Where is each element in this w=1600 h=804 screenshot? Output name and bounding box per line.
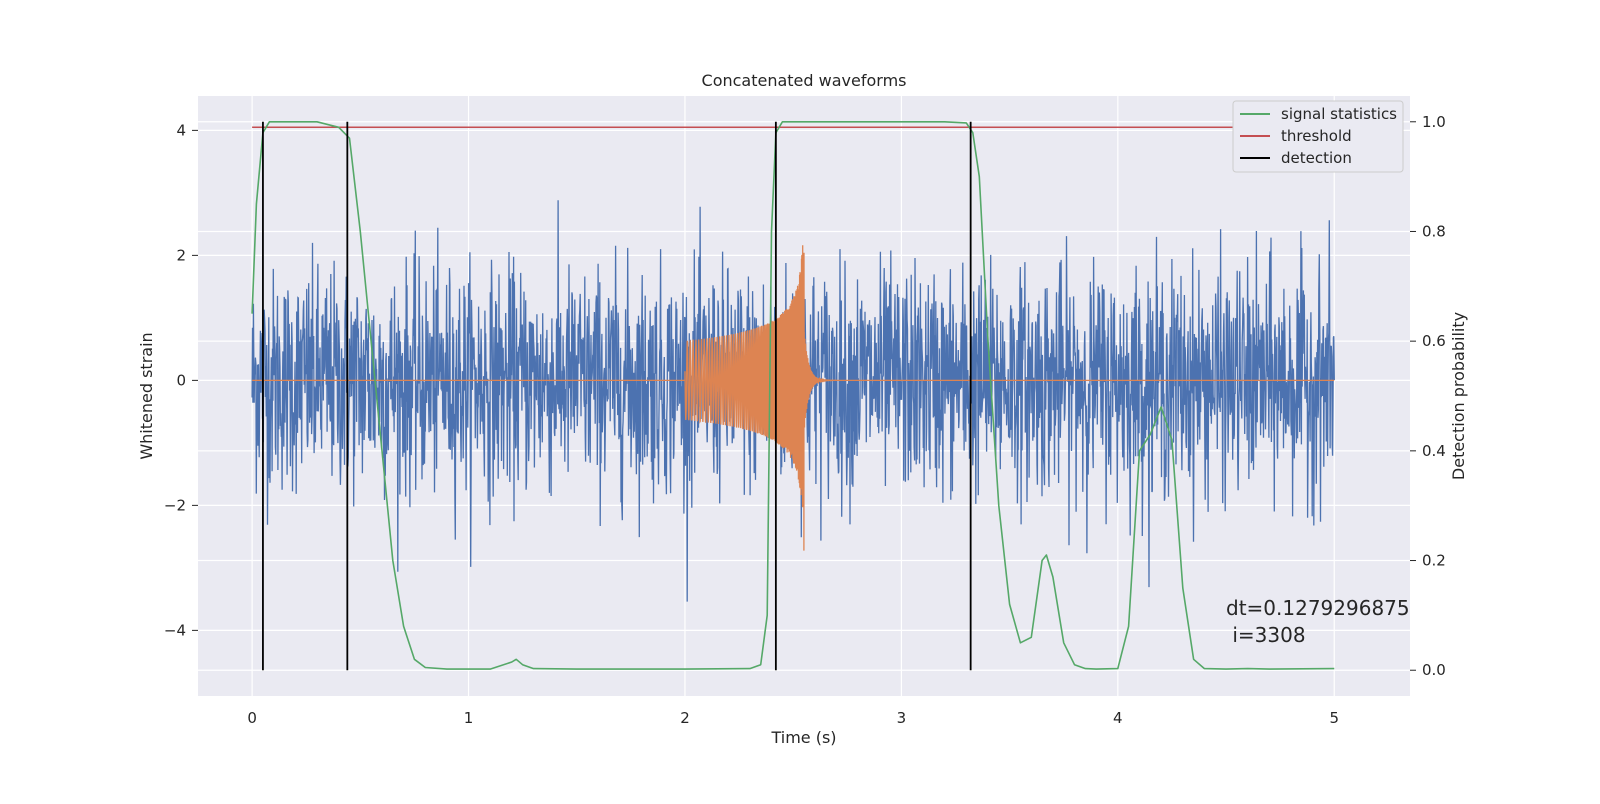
y-tick-label: −2	[164, 496, 186, 514]
legend-label-detection: detection	[1281, 149, 1352, 167]
template-line	[252, 245, 1335, 551]
y2-tick-label: 1.0	[1422, 113, 1446, 131]
annotation-dt: dt=0.1279296875	[1226, 596, 1410, 620]
y2-tick-label: 0.2	[1422, 552, 1446, 570]
x-tick-label: 4	[1113, 709, 1123, 727]
legend: signal statistics threshold detection	[1232, 100, 1404, 173]
y2-tick-label: 0.8	[1422, 222, 1446, 240]
y2-tick-label: 0.0	[1422, 661, 1446, 679]
y-tick-label: −4	[164, 621, 186, 639]
y2-tick-label: 0.6	[1422, 332, 1446, 350]
x-tick-label: 5	[1329, 709, 1339, 727]
chart-title: Concatenated waveforms	[702, 71, 907, 90]
x-tick-label: 3	[897, 709, 907, 727]
signal-statistics-line	[251, 121, 1335, 670]
y-axis-label: Whitened strain	[137, 332, 156, 459]
x-tick-label: 2	[680, 709, 690, 727]
ticks: 0 1 2 3 4 5 −4 −2 0 2 4 0.0 0.2 0.4 0.6 0.8 1.0	[164, 113, 1446, 727]
y2-tick-label: 0.4	[1422, 442, 1446, 460]
x-tick-label: 0	[247, 709, 257, 727]
annotation-i: i=3308	[1226, 623, 1306, 647]
data-layer	[251, 121, 1335, 671]
y-tick-label: 0	[176, 371, 186, 389]
legend-box	[1232, 100, 1404, 173]
y2-axis-label: Detection probability	[1449, 312, 1468, 480]
legend-label-threshold: threshold	[1281, 127, 1352, 145]
x-axis-label: Time (s)	[770, 728, 836, 747]
y-tick-label: 2	[176, 246, 186, 264]
y-tick-label: 4	[176, 121, 186, 139]
legend-label-signal-statistics: signal statistics	[1281, 105, 1397, 123]
x-tick-label: 1	[464, 709, 474, 727]
